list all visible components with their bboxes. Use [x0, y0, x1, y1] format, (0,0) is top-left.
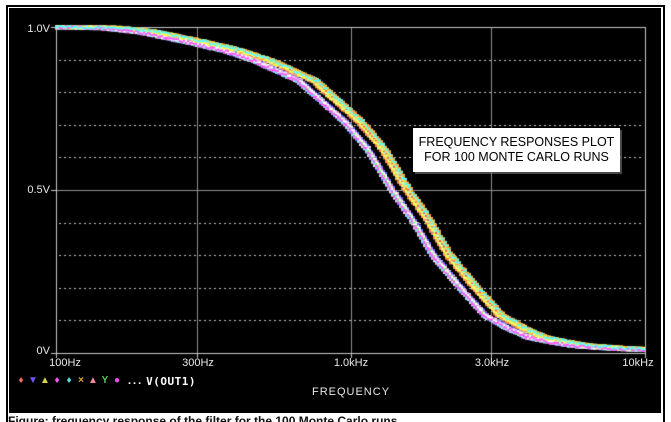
legend-marker-dot-icon: ●	[113, 375, 121, 386]
x-tick-label-3khz: 3.0kHz	[474, 357, 510, 369]
y-tick-label-1v: 1.0V	[27, 23, 50, 35]
legend-marker-diamond-icon: ♦	[54, 375, 60, 386]
plot-window: 1.0V 0.5V 0V 100Hz 300Hz 1.0kHz 3.0kHz 1…	[9, 8, 661, 413]
legend-trace-label: V(OUT1)	[146, 374, 197, 388]
legend-marker-y-icon: Y	[101, 375, 109, 386]
legend-ellipsis: ...	[128, 375, 144, 387]
legend-marker-triangle-up-icon: ▲	[88, 375, 98, 386]
trace-legend: ♦ ▼ ▲ ♦ ♦ × ▲ Y ● ... V(OUT1)	[15, 374, 196, 388]
x-axis-title: FREQUENCY	[311, 386, 391, 398]
annotation-box: FREQUENCY RESPONSES PLOT FOR 100 MONTE C…	[413, 128, 620, 172]
clipped-caption: Figure: frequency response of the filter…	[8, 415, 398, 422]
annotation-line1: FREQUENCY RESPONSES PLOT	[418, 135, 615, 149]
x-tick-label-300hz: 300Hz	[182, 357, 214, 369]
y-tick-label-05v: 0.5V	[27, 184, 50, 196]
x-tick-label-10khz: 10kHz	[622, 357, 654, 369]
legend-marker-diamond-icon: ♦	[66, 375, 72, 386]
legend-marker-diamond-icon: ♦	[18, 375, 24, 386]
monte-carlo-response-plot	[9, 8, 661, 413]
legend-marker-x-icon: ×	[78, 375, 84, 386]
x-tick-label-100hz: 100Hz	[49, 357, 81, 369]
y-tick-label-0v: 0V	[36, 345, 50, 357]
x-tick-label-1khz: 1.0kHz	[333, 357, 369, 369]
annotation-line2: FOR 100 MONTE CARLO RUNS	[424, 150, 609, 164]
legend-marker-triangle-down-icon: ▼	[28, 375, 38, 386]
legend-marker-triangle-up-icon: ▲	[40, 375, 50, 386]
